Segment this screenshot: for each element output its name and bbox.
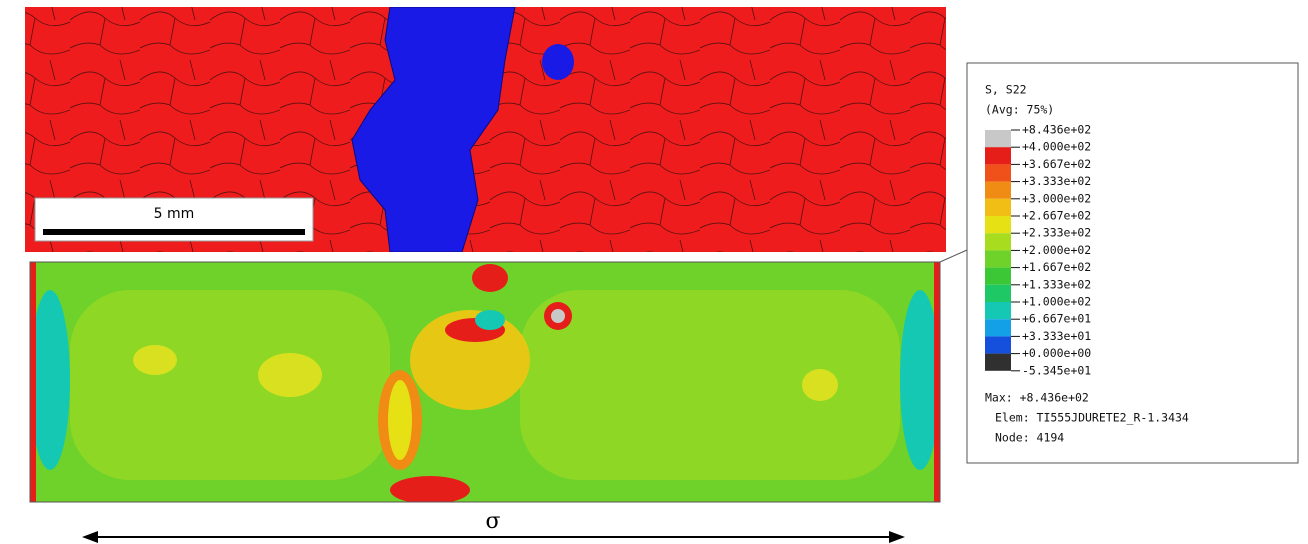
color-band bbox=[985, 267, 1011, 285]
color-band bbox=[985, 250, 1011, 268]
color-band bbox=[985, 198, 1011, 216]
legend-label: +1.333e+02 bbox=[1022, 277, 1091, 291]
color-band bbox=[985, 284, 1011, 302]
color-band bbox=[985, 319, 1011, 337]
legend-label: +8.436e+02 bbox=[1022, 123, 1091, 137]
color-band bbox=[985, 216, 1011, 234]
legend-subtitle: (Avg: 75%) bbox=[985, 103, 1054, 117]
stress-symbol: σ bbox=[485, 509, 500, 534]
legend-label: +2.000e+02 bbox=[1022, 243, 1091, 257]
legend-label: +1.000e+02 bbox=[1022, 295, 1091, 309]
legend-label: -5.345e+01 bbox=[1022, 363, 1091, 377]
color-band bbox=[985, 233, 1011, 251]
legend-label: +3.000e+02 bbox=[1022, 191, 1091, 205]
legend-label: +3.333e+02 bbox=[1022, 174, 1091, 188]
color-band bbox=[985, 353, 1011, 371]
legend-label: +2.333e+02 bbox=[1022, 226, 1091, 240]
contour-frame bbox=[29, 261, 941, 503]
color-band bbox=[985, 181, 1011, 199]
connector bbox=[939, 249, 968, 263]
scale-bar bbox=[43, 229, 305, 235]
legend: S, S22 (Avg: 75%) Max: +8.436e+02 Elem: … bbox=[966, 62, 1299, 464]
legend-elem: Elem: TI555JDURETE2_R-1.3434 bbox=[995, 411, 1189, 425]
color-band bbox=[985, 336, 1011, 354]
scale-bar-label: 5 mm bbox=[154, 206, 195, 222]
legend-label: +2.667e+02 bbox=[1022, 209, 1091, 223]
contour-plot bbox=[30, 262, 940, 502]
color-band bbox=[985, 130, 1011, 148]
legend-label: +4.000e+02 bbox=[1022, 140, 1091, 154]
legend-label: +6.667e+01 bbox=[1022, 312, 1091, 326]
legend-label: +1.667e+02 bbox=[1022, 260, 1091, 274]
legend-label: +0.000e+00 bbox=[1022, 346, 1091, 360]
legend-max: Max: +8.436e+02 bbox=[985, 391, 1089, 405]
color-band bbox=[985, 164, 1011, 182]
color-band bbox=[985, 147, 1011, 165]
legend-label: +3.333e+01 bbox=[1022, 329, 1091, 343]
legend-node: Node: 4194 bbox=[995, 431, 1064, 445]
legend-label: +3.667e+02 bbox=[1022, 157, 1091, 171]
legend-title: S, S22 bbox=[985, 83, 1027, 97]
color-band bbox=[985, 302, 1011, 320]
